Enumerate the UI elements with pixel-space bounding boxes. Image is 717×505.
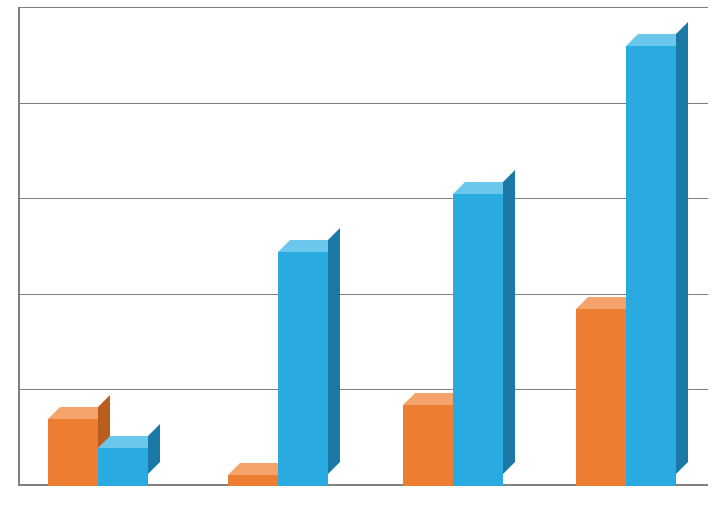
bar-front: [278, 252, 328, 486]
bar-chart: [0, 0, 717, 505]
bar-front: [48, 419, 98, 486]
gridline: [18, 7, 708, 8]
bar-series-b-g2: [453, 194, 503, 486]
bar-front: [626, 46, 676, 486]
gridline: [18, 103, 708, 104]
bar-front: [228, 475, 278, 486]
bar-series-b-g0: [98, 448, 148, 486]
bar-series-a-g2: [403, 405, 453, 486]
bar-front: [453, 194, 503, 486]
bar-series-b-g3: [626, 46, 676, 486]
bar-series-b-g1: [278, 252, 328, 486]
bar-front: [98, 448, 148, 486]
plot-area: [18, 8, 708, 486]
bar-side-face: [148, 424, 160, 474]
bar-front: [576, 309, 626, 486]
y-axis-line: [18, 8, 20, 486]
bar-series-a-g0: [48, 419, 98, 486]
bar-front: [403, 405, 453, 486]
bar-series-a-g3: [576, 309, 626, 486]
bar-side-face: [328, 228, 340, 474]
gridline: [18, 198, 708, 199]
bar-side-face: [676, 22, 688, 474]
bar-side-face: [503, 170, 515, 474]
bar-series-a-g1: [228, 475, 278, 486]
gridline: [18, 294, 708, 295]
